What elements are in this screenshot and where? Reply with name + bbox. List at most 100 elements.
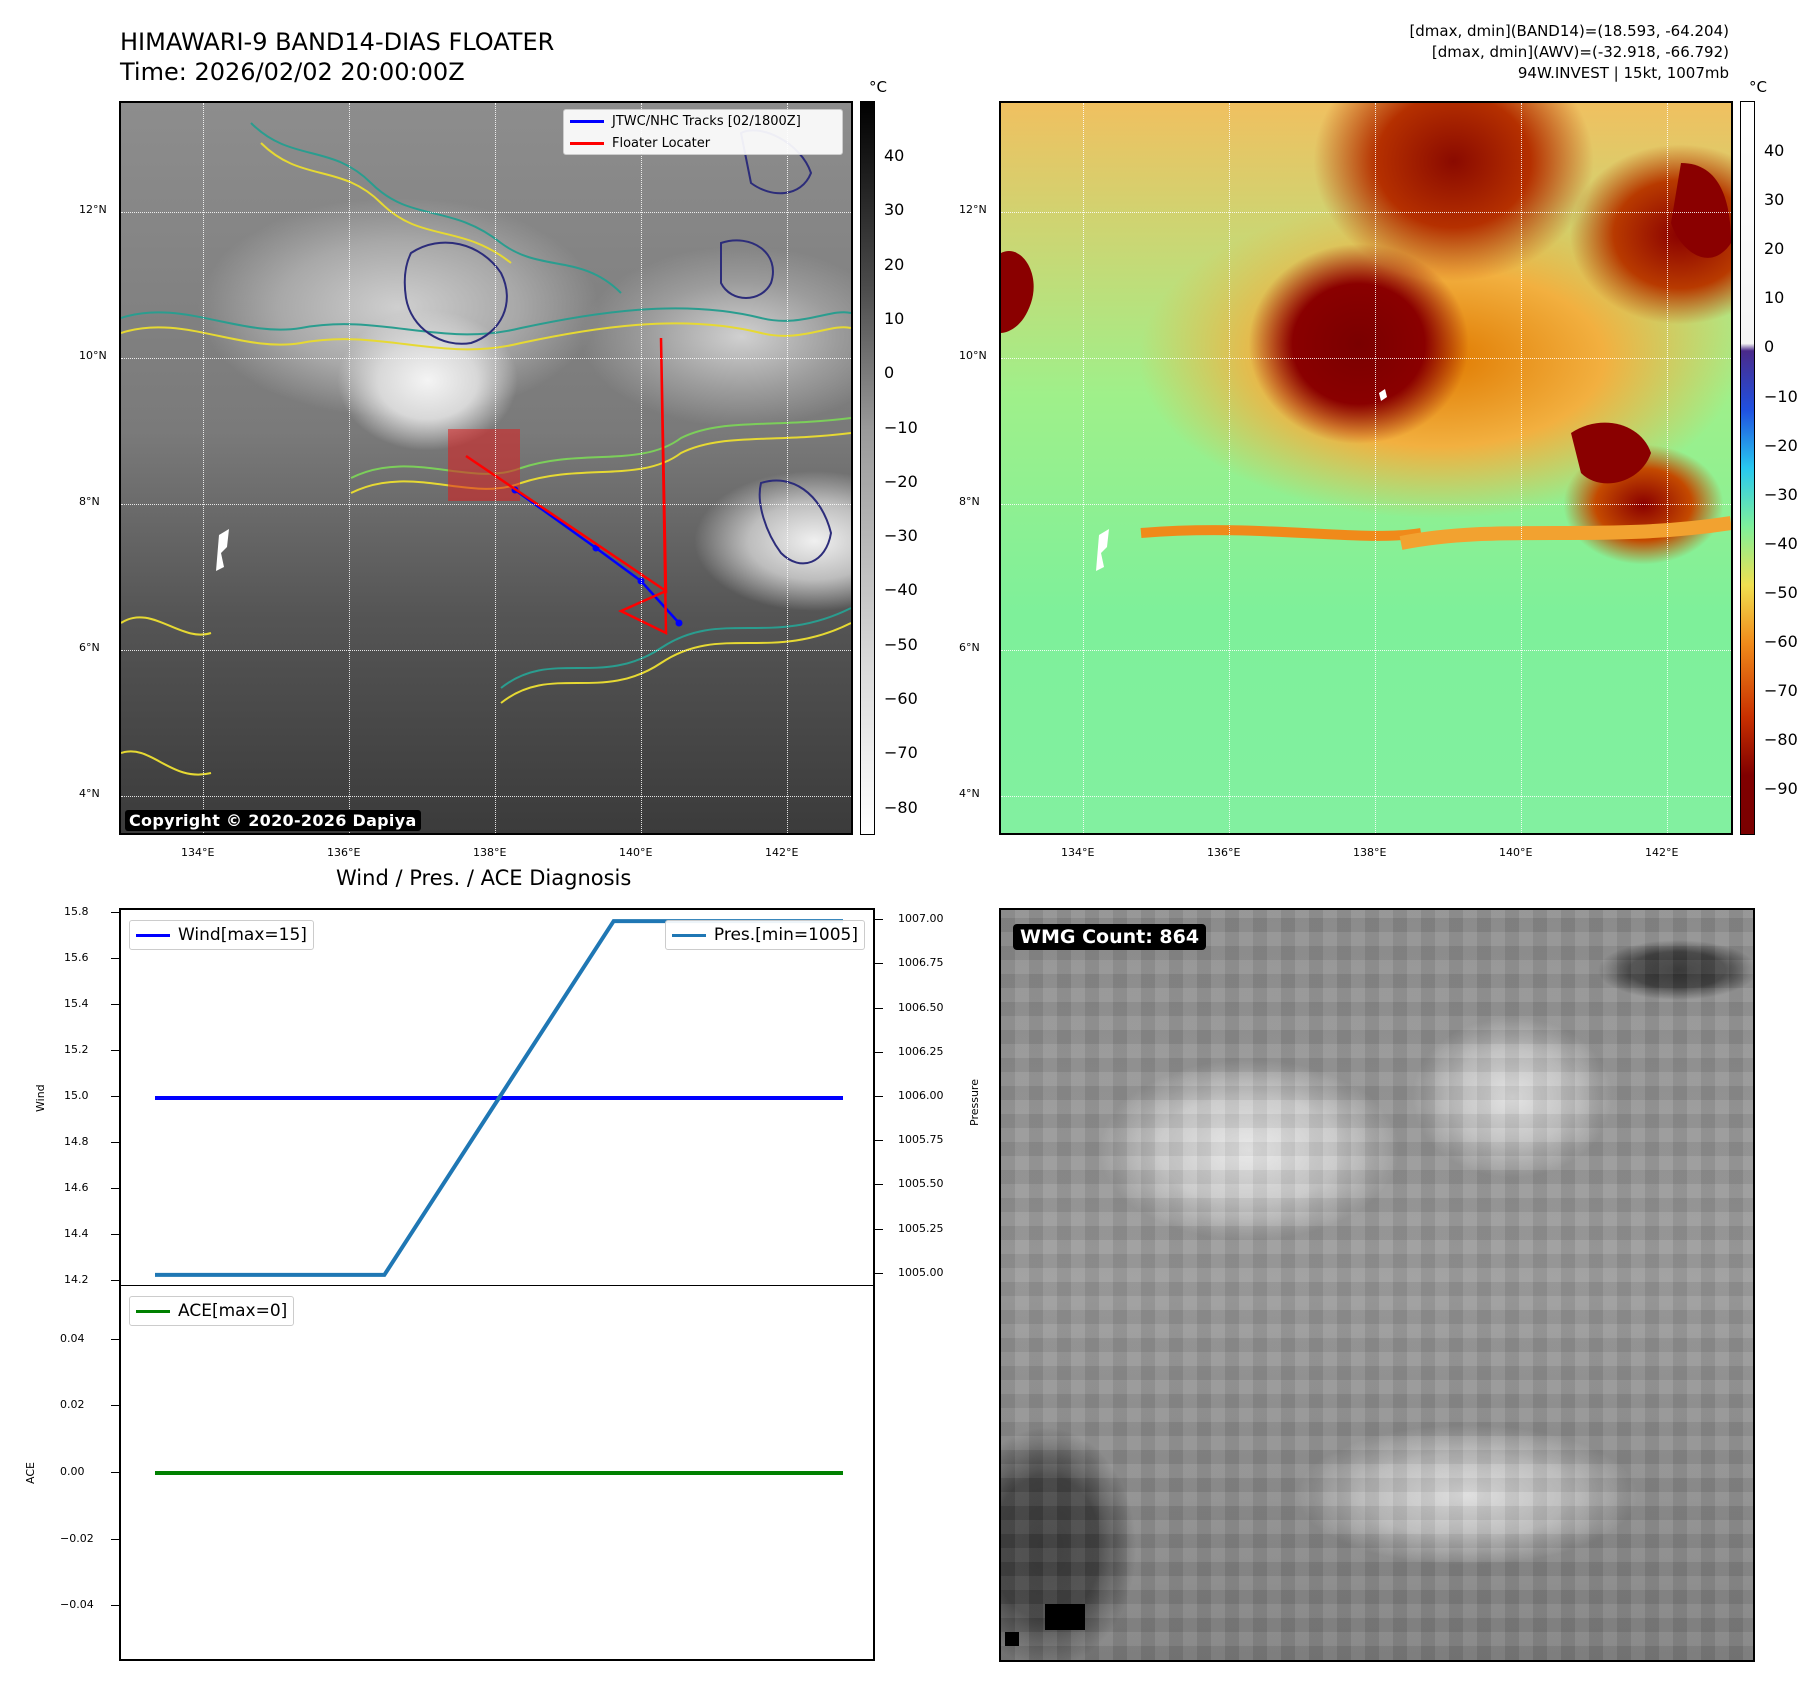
ir-cbar-tick: 20	[884, 254, 905, 274]
locater-swatch	[570, 141, 604, 145]
awv-cbar-tick: −60	[1764, 632, 1798, 651]
wind-ytick-mark	[111, 1050, 119, 1051]
wind-ytick-label: 14.6	[64, 1181, 89, 1194]
ir-cbar-tick: −80	[884, 797, 918, 817]
wind-ytick-mark	[111, 912, 119, 913]
lat-tick-label: 12°N	[959, 203, 987, 216]
ir-cbar-tick: 0	[884, 363, 895, 383]
lon-tick-label: 140°E	[619, 846, 653, 859]
lon-tick-label: 140°E	[1499, 846, 1533, 859]
track-swatch	[570, 119, 604, 123]
lon-tick-label: 136°E	[1207, 846, 1241, 859]
wind-ytick-mark	[111, 1234, 119, 1235]
lat-tick-label: 12°N	[79, 203, 107, 216]
ace-panel: ACE[max=0]	[119, 1285, 875, 1661]
pressure-ytick-mark	[875, 1184, 883, 1186]
ir-cbar-tick: 30	[884, 200, 905, 220]
wmg-panel: WMG Count: 864	[999, 908, 1755, 1662]
lat-tick-label: 4°N	[959, 787, 980, 800]
ace-ytick-label: 0.04	[60, 1331, 85, 1345]
legend-locater-label: Floater Locater	[612, 135, 711, 151]
lat-tick-label: 6°N	[959, 641, 980, 654]
ace-plot	[155, 1471, 843, 1475]
info-storm: 94W.INVEST | 15kt, 1007mb	[1517, 64, 1729, 82]
pressure-ytick-mark	[875, 919, 883, 921]
ir-cbar-tick: −70	[884, 743, 918, 763]
ir-cbar-tick: −30	[884, 526, 918, 546]
lon-tick-label: 136°E	[327, 846, 361, 859]
pressure-legend: Pres.[min=1005]	[664, 920, 865, 950]
lat-tick-label: 10°N	[79, 349, 107, 362]
lon-tick-label: 142°E	[765, 846, 799, 859]
pressure-legend-label: Pres.[min=1005]	[713, 925, 858, 945]
wind-ytick-label: 14.4	[64, 1227, 89, 1240]
info-awv-range: [dmax, dmin](AWV)=(-32.918, -66.792)	[1431, 43, 1729, 61]
lon-tick-label: 142°E	[1645, 846, 1679, 859]
ace-ytick-label: 0.00	[60, 1465, 85, 1478]
pressure-ytick-label: 1006.25	[898, 1044, 944, 1058]
awv-cbar-tick: −10	[1764, 386, 1798, 406]
ace-ytick-mark	[111, 1472, 119, 1473]
ir-cbar-tick: 10	[884, 308, 905, 328]
wind-ytick-mark	[111, 1142, 119, 1143]
lon-tick-label: 138°E	[473, 846, 507, 859]
pressure-ytick-label: 1007.00	[898, 912, 944, 926]
track-point	[675, 619, 683, 627]
awv-cbar-tick: 30	[1764, 190, 1785, 210]
awv-cbar-tick: −30	[1764, 484, 1798, 504]
legend-track: JTWC/NHC Tracks [02/1800Z]	[564, 110, 842, 132]
wind-ytick-mark	[111, 1188, 119, 1189]
ir-cbar-tick: −60	[884, 689, 918, 708]
awv-cbar-tick: −80	[1764, 730, 1798, 750]
ace-ytick-label: 0.02	[60, 1398, 85, 1412]
ir-map-panel: JTWC/NHC Tracks [02/1800Z] Floater Locat…	[119, 101, 853, 835]
awv-cbar-tick: 40	[1764, 141, 1785, 160]
pressure-ytick-label: 1006.75	[898, 956, 944, 970]
lat-tick-label: 8°N	[959, 495, 980, 508]
wind-pressure-panel: Wind[max=15] Pres.[min=1005]	[119, 908, 875, 1286]
figure-time: Time: 2026/02/02 20:00:00Z	[120, 58, 465, 86]
ir-cbar-tick: −50	[884, 634, 918, 654]
legend-locater: Floater Locater	[564, 132, 842, 154]
wind-ytick-label: 14.2	[64, 1273, 89, 1286]
island-outline	[216, 529, 229, 571]
pressure-ytick-label: 1005.75	[898, 1133, 944, 1147]
pressure-axis-label: Pressure	[968, 1079, 981, 1126]
map-legend: JTWC/NHC Tracks [02/1800Z] Floater Locat…	[563, 109, 843, 155]
figure-title: HIMAWARI-9 BAND14-DIAS FLOATER	[120, 28, 555, 56]
awv-colorbar	[1740, 101, 1755, 835]
lat-tick-label: 8°N	[79, 495, 100, 508]
wind-legend-label: Wind[max=15]	[178, 925, 307, 945]
wind-ytick-label: 15.4	[64, 997, 89, 1010]
ir-cbar-tick: −20	[884, 471, 918, 491]
wind-pressure-plot	[155, 919, 843, 1277]
lon-tick-label: 138°E	[1353, 846, 1387, 859]
pressure-ytick-mark	[875, 1228, 883, 1230]
ace-axis-label: ACE	[24, 1462, 37, 1484]
pressure-ytick-label: 1005.00	[898, 1265, 944, 1279]
ace-swatch	[136, 1309, 170, 1313]
copyright-label: Copyright © 2020-2026 Dapiya	[125, 810, 421, 831]
pressure-ytick-mark	[875, 963, 883, 965]
ace-ytick-label: −0.04	[60, 1598, 94, 1612]
ir-cbar-tick: −10	[884, 417, 918, 437]
lat-tick-label: 10°N	[959, 349, 987, 362]
pressure-ytick-label: 1005.50	[898, 1177, 944, 1191]
pressure-ytick-label: 1006.00	[898, 1089, 944, 1102]
wind-axis-label: Wind	[34, 1084, 47, 1112]
ace-ytick-mark	[111, 1405, 119, 1407]
awv-cbar-tick: 20	[1764, 239, 1785, 259]
pressure-ytick-mark	[875, 1051, 883, 1053]
ir-cbar-tick: 40	[884, 146, 905, 165]
info-band14-range: [dmax, dmin](BAND14)=(18.593, -64.204)	[1409, 22, 1729, 40]
awv-cbar-tick: −90	[1764, 779, 1798, 799]
wind-ytick-mark	[111, 1096, 119, 1097]
ace-ytick-mark	[111, 1538, 119, 1540]
ace-legend: ACE[max=0]	[129, 1296, 295, 1326]
awv-cbar-tick: −70	[1764, 681, 1798, 701]
wind-ytick-label: 15.8	[64, 905, 89, 918]
ace-ytick-label: −0.02	[60, 1531, 94, 1545]
lon-tick-label: 134°E	[181, 846, 215, 859]
ir-cbar-tick: −40	[884, 580, 918, 600]
ace-legend-label: ACE[max=0]	[178, 1301, 288, 1321]
